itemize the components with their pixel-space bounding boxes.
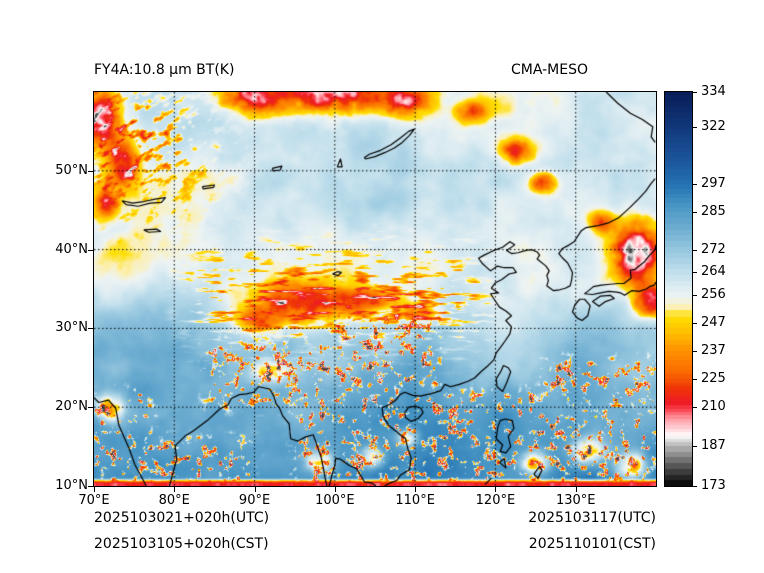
x-tick-mark: [255, 487, 256, 492]
colorbar-tick-label: 297: [701, 176, 726, 192]
colorbar-tick-label: 225: [701, 370, 726, 386]
x-tick-mark: [335, 487, 336, 492]
colorbar-tick-mark: [693, 184, 697, 185]
colorbar-tick-mark: [693, 212, 697, 213]
colorbar-tick-mark: [693, 446, 697, 447]
colorbar-tick-mark: [693, 407, 697, 408]
colorbar-tick-mark: [693, 295, 697, 296]
colorbar-tick-label: 285: [701, 204, 726, 220]
colorbar-tick-label: 187: [701, 437, 726, 453]
x-tick-label: 80°E: [158, 493, 190, 508]
colorbar-tick-label: 264: [701, 264, 726, 280]
y-tick-label: 30°N: [55, 320, 88, 336]
colorbar-tick-label: 247: [701, 314, 726, 330]
y-tick-mark: [88, 328, 93, 329]
init-time-cst: 2025103105+020h(CST): [94, 536, 269, 552]
x-tick-label: 120°E: [475, 493, 516, 508]
plot-title: FY4A:10.8 μm BT(K): [94, 62, 235, 78]
colorbar-tick-label: 256: [701, 286, 726, 302]
colorbar-tick-label: 210: [701, 398, 726, 414]
init-time-utc: 2025103021+020h(UTC): [94, 510, 270, 526]
x-tick-label: 90°E: [238, 493, 271, 508]
x-tick-label: 130°E: [555, 493, 596, 508]
y-tick-label: 10°N: [55, 478, 88, 493]
colorbar-gradient-canvas: [665, 92, 692, 486]
x-tick-label: 100°E: [315, 493, 355, 508]
x-tick-mark: [576, 487, 577, 492]
bt-heatmap-canvas: [94, 92, 656, 486]
colorbar-tick-mark: [693, 272, 697, 273]
colorbar: [664, 91, 693, 487]
valid-time-utc: 2025103117(UTC): [528, 510, 656, 526]
colorbar-tick-mark: [693, 486, 697, 487]
colorbar-tick-mark: [693, 323, 697, 324]
colorbar-tick-label: 272: [701, 241, 726, 257]
x-tick-label: 70°E: [78, 493, 110, 508]
y-tick-label: 20°N: [55, 399, 88, 415]
colorbar-tick-label: 237: [701, 342, 726, 358]
x-tick-mark: [174, 487, 175, 492]
colorbar-tick-label: 173: [701, 478, 726, 493]
model-label: CMA-MESO: [511, 62, 589, 78]
colorbar-tick-mark: [693, 379, 697, 380]
colorbar-tick-mark: [693, 127, 697, 128]
valid-time-cst: 2025110101(CST): [528, 536, 656, 552]
map-frame: [93, 91, 657, 487]
colorbar-tick-label: 334: [701, 84, 726, 99]
y-tick-mark: [88, 486, 93, 487]
colorbar-tick-mark: [693, 92, 697, 93]
colorbar-tick-mark: [693, 351, 697, 352]
x-tick-label: 110°E: [395, 493, 435, 508]
x-tick-mark: [415, 487, 416, 492]
y-tick-label: 50°N: [55, 162, 88, 178]
y-tick-mark: [88, 250, 93, 251]
y-tick-mark: [88, 171, 93, 172]
colorbar-tick-label: 322: [701, 119, 726, 135]
x-tick-mark: [495, 487, 496, 492]
x-tick-mark: [94, 487, 95, 492]
colorbar-tick-mark: [693, 250, 697, 251]
y-tick-mark: [88, 407, 93, 408]
y-tick-label: 40°N: [55, 241, 88, 257]
